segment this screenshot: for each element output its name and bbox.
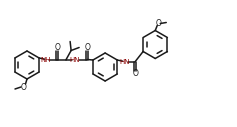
Text: O: O (132, 69, 138, 78)
Text: O: O (84, 43, 90, 52)
Text: O: O (21, 83, 27, 91)
Text: O: O (155, 19, 161, 28)
Text: O: O (54, 43, 60, 52)
Text: NH: NH (41, 57, 51, 62)
Text: HN: HN (70, 57, 80, 62)
Text: HN: HN (119, 59, 129, 65)
